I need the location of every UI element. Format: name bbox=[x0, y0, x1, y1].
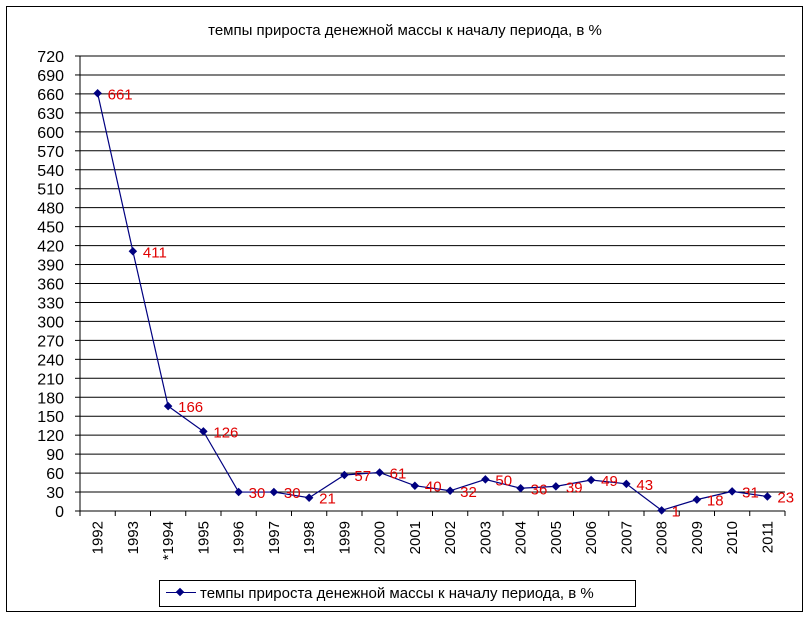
y-tick-label: 90 bbox=[46, 447, 64, 464]
data-point bbox=[199, 427, 208, 436]
y-tick-label: 390 bbox=[37, 258, 64, 275]
data-label: 32 bbox=[460, 484, 477, 501]
x-tick-label: *1994 bbox=[160, 521, 177, 560]
series-line bbox=[97, 93, 768, 512]
y-tick-label: 690 bbox=[37, 68, 64, 85]
y-tick-label: 30 bbox=[46, 485, 64, 502]
y-tick-label: 330 bbox=[37, 295, 64, 312]
x-tick-label: 2001 bbox=[407, 521, 424, 554]
x-tick-label: 1995 bbox=[195, 521, 212, 554]
data-label: 411 bbox=[143, 244, 167, 261]
y-tick-label: 660 bbox=[37, 87, 64, 104]
data-label: 39 bbox=[566, 479, 583, 496]
data-label: 30 bbox=[249, 485, 266, 502]
data-point bbox=[234, 487, 243, 497]
x-tick-label: 2007 bbox=[618, 521, 635, 554]
legend-label: темпы прироста денежной массы к началу п… bbox=[200, 585, 594, 602]
y-tick-label: 60 bbox=[46, 466, 64, 483]
y-tick-label: 360 bbox=[37, 277, 64, 294]
x-tick-label: 2010 bbox=[724, 521, 741, 554]
y-tick-label: 150 bbox=[37, 409, 64, 426]
data-point bbox=[93, 89, 102, 98]
y-tick-label: 270 bbox=[37, 333, 64, 350]
data-point bbox=[128, 247, 138, 256]
data-label: 43 bbox=[636, 477, 653, 494]
data-point bbox=[586, 475, 596, 485]
data-point bbox=[551, 482, 561, 491]
y-tick-label: 480 bbox=[37, 201, 64, 218]
chart-title: темпы прироста денежной массы к началу п… bbox=[208, 22, 602, 39]
data-label: 49 bbox=[601, 473, 618, 490]
data-label: 1 bbox=[672, 503, 680, 520]
y-tick-label: 450 bbox=[37, 220, 64, 237]
y-tick-label: 0 bbox=[55, 504, 64, 521]
y-tick-label: 210 bbox=[37, 371, 64, 388]
x-tick-label: 1999 bbox=[336, 521, 353, 554]
data-label: 36 bbox=[531, 481, 548, 498]
data-point bbox=[304, 493, 314, 502]
data-point bbox=[481, 475, 490, 484]
data-label: 126 bbox=[213, 424, 238, 441]
data-point bbox=[622, 479, 631, 489]
chart-legend: темпы прироста денежной массы к началу п… bbox=[159, 580, 636, 607]
y-tick-label: 300 bbox=[37, 314, 64, 331]
y-tick-label: 420 bbox=[37, 239, 64, 256]
data-label: 57 bbox=[354, 468, 371, 485]
y-tick-label: 240 bbox=[37, 352, 64, 369]
x-tick-label: 2000 bbox=[372, 521, 389, 554]
y-tick-label: 600 bbox=[37, 125, 64, 142]
y-tick-label: 720 bbox=[37, 49, 64, 66]
data-point bbox=[269, 487, 279, 497]
data-point bbox=[445, 486, 455, 496]
data-point bbox=[692, 495, 702, 504]
data-point bbox=[763, 492, 772, 501]
data-point bbox=[410, 481, 420, 490]
x-tick-label: 2003 bbox=[477, 521, 494, 554]
x-tick-label: 1992 bbox=[90, 521, 107, 554]
data-point bbox=[516, 484, 525, 493]
y-tick-label: 540 bbox=[37, 163, 64, 180]
legend-line-marker-icon bbox=[164, 580, 198, 607]
data-label: 23 bbox=[777, 489, 794, 506]
x-tick-label: 1998 bbox=[301, 521, 318, 554]
y-tick-label: 180 bbox=[37, 390, 64, 407]
x-tick-label: 2008 bbox=[654, 521, 671, 554]
x-tick-label: 2004 bbox=[513, 521, 530, 554]
data-point bbox=[340, 470, 349, 480]
data-label: 21 bbox=[319, 491, 336, 508]
y-tick-label: 120 bbox=[37, 428, 64, 445]
x-tick-label: 2011 bbox=[759, 521, 776, 553]
y-tick-label: 570 bbox=[37, 144, 64, 161]
data-point bbox=[657, 506, 666, 515]
data-label: 50 bbox=[495, 472, 512, 489]
data-label: 31 bbox=[742, 484, 759, 501]
data-label: 166 bbox=[178, 399, 203, 416]
x-tick-label: 2002 bbox=[442, 521, 459, 554]
data-label: 40 bbox=[425, 479, 442, 496]
x-tick-label: 2006 bbox=[583, 521, 600, 554]
y-tick-label: 630 bbox=[37, 106, 64, 123]
data-label: 661 bbox=[108, 86, 133, 103]
x-tick-label: 1997 bbox=[266, 521, 283, 554]
x-tick-label: 2005 bbox=[548, 521, 565, 554]
y-tick-label: 510 bbox=[37, 182, 64, 199]
data-label: 61 bbox=[390, 465, 407, 482]
data-label: 18 bbox=[707, 493, 724, 510]
x-tick-label: 2009 bbox=[689, 521, 706, 554]
data-label: 30 bbox=[284, 485, 301, 502]
data-point bbox=[727, 487, 737, 496]
x-tick-label: 1996 bbox=[231, 521, 248, 554]
data-point bbox=[375, 468, 384, 477]
x-tick-label: 1993 bbox=[125, 521, 142, 554]
data-point bbox=[163, 401, 173, 411]
